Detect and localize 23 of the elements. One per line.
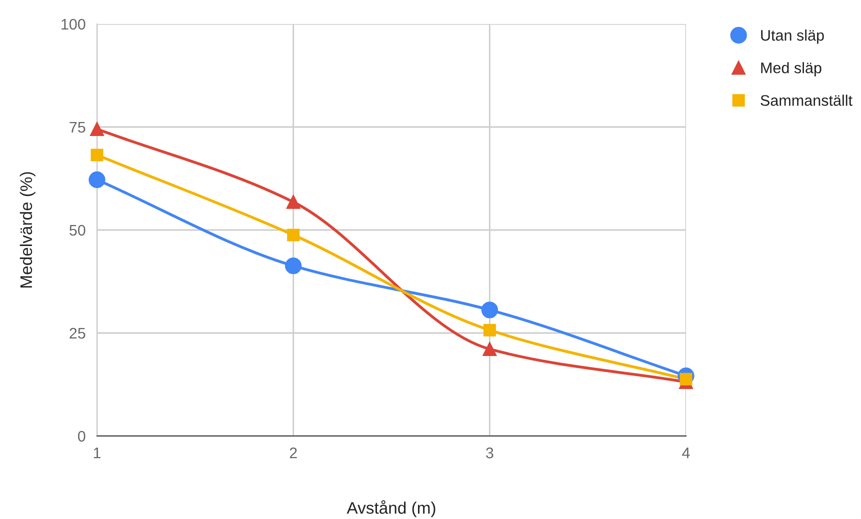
y-tick-label: 25 [70, 328, 86, 339]
y-tick-label: 0 [78, 430, 86, 442]
x-tick-label: 4 [682, 448, 690, 458]
point [483, 324, 496, 336]
point [88, 171, 106, 188]
legend-label: Med släp [761, 62, 822, 76]
x-tick-label: 3 [486, 448, 494, 458]
point [90, 122, 104, 136]
legend-label: Sammanställt [760, 94, 852, 106]
y-tick-label: 50 [70, 224, 86, 236]
legend-label: Utan släp [761, 30, 824, 44]
point [285, 258, 302, 274]
point [482, 342, 497, 356]
y-axis-title: Medelvärde (%) [20, 172, 36, 288]
point [286, 195, 300, 209]
y-tick-label: 100 [62, 18, 86, 30]
x-axis-title: Avstånd (m) [346, 500, 436, 518]
point [287, 228, 300, 242]
x-tick-label: 1 [94, 448, 101, 458]
x-tick-label: 2 [290, 448, 297, 458]
y-tick-label: 75 [70, 122, 86, 133]
point [481, 302, 498, 318]
point [90, 148, 104, 162]
